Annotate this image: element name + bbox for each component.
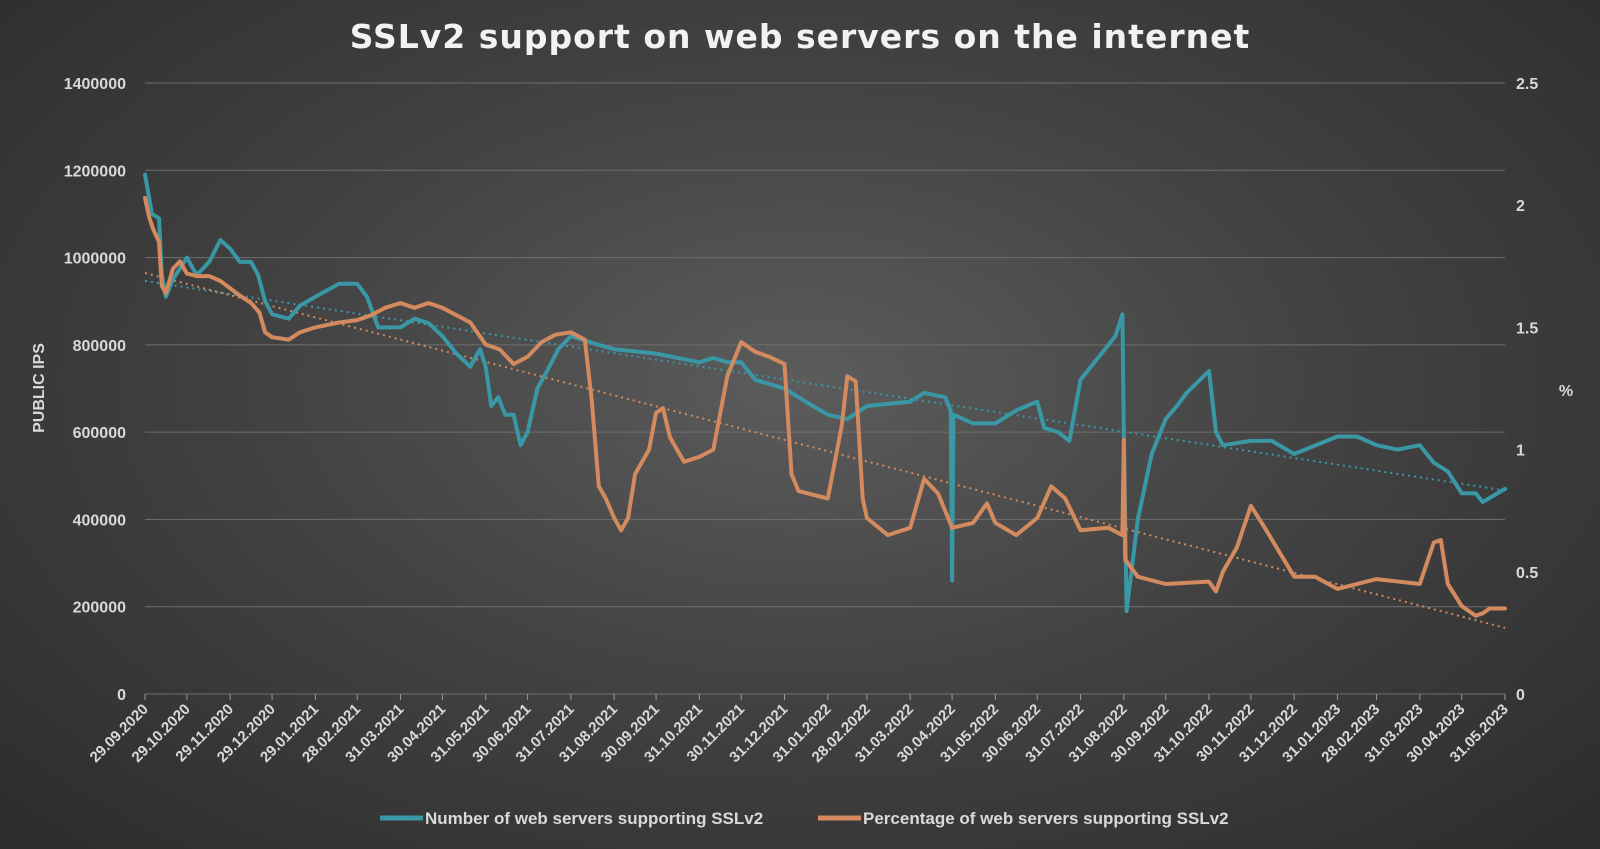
trendline-count bbox=[144, 279, 1506, 492]
right-tick-label: 0 bbox=[1516, 687, 1525, 704]
left-tick-label: 0 bbox=[117, 687, 126, 704]
left-tick-label: 600000 bbox=[73, 425, 126, 442]
series-line-count bbox=[143, 172, 1507, 614]
right-tick-label: 1 bbox=[1516, 443, 1525, 460]
left-tick-label: 200000 bbox=[73, 600, 126, 617]
trendline-percentage bbox=[144, 271, 1506, 629]
series-line-percentage bbox=[143, 195, 1507, 618]
chart-title: SSLv2 support on web servers on the inte… bbox=[350, 17, 1251, 56]
legend: Number of web servers supporting SSLv2 P… bbox=[380, 809, 1229, 828]
left-tick-label: 400000 bbox=[73, 512, 126, 529]
right-tick-label: 1.5 bbox=[1516, 320, 1538, 337]
right-tick-label: 2.5 bbox=[1516, 76, 1538, 93]
left-tick-label: 1000000 bbox=[64, 251, 126, 268]
left-tick-label: 1400000 bbox=[64, 76, 126, 93]
x-axis-ticks: 29.09.202029.10.202029.11.202029.12.2020… bbox=[87, 694, 1512, 766]
right-axis-title: % bbox=[1559, 383, 1573, 400]
series-lines bbox=[143, 172, 1507, 618]
legend-label-percentage: Percentage of web servers supporting SSL… bbox=[863, 809, 1229, 828]
right-axis-ticks: 0 0.5 1 1.5 2 2.5 bbox=[1516, 76, 1538, 704]
legend-label-count: Number of web servers supporting SSLv2 bbox=[425, 809, 763, 828]
left-tick-label: 800000 bbox=[73, 338, 126, 355]
grid bbox=[145, 82, 1505, 695]
left-axis-title: PUBLIC IPS bbox=[31, 343, 48, 433]
left-tick-label: 1200000 bbox=[64, 163, 126, 180]
right-tick-label: 2 bbox=[1516, 198, 1525, 215]
left-axis-ticks: 0 200000 400000 600000 800000 1000000 1200000 1… bbox=[64, 76, 126, 704]
right-tick-label: 0.5 bbox=[1516, 565, 1538, 582]
